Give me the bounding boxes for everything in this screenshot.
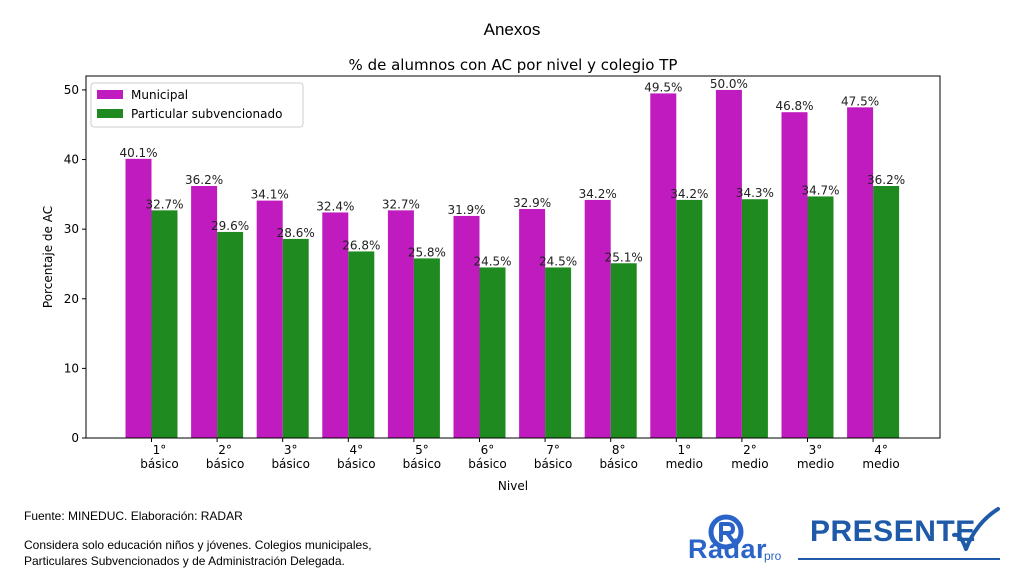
legend-swatch-1 (97, 109, 123, 118)
bar-municipal-9 (715, 89, 742, 438)
chart-title: % de alumnos con AC por nivel y colegio … (349, 56, 678, 74)
bar-particular-8 (676, 199, 703, 438)
data-label-particular-3: 26.8% (342, 238, 380, 252)
bar-particular-5 (479, 267, 506, 438)
x-tick-label-2-line1: 3° (284, 443, 298, 457)
bar-particular-7 (610, 263, 637, 438)
x-axis-label: Nivel (498, 479, 528, 493)
x-tick-label-11-line1: 4° (874, 443, 888, 457)
data-label-municipal-11: 47.5% (841, 94, 879, 108)
bar-particular-2 (282, 238, 309, 438)
bar-municipal-3 (322, 212, 349, 438)
data-label-particular-10: 34.7% (801, 183, 839, 197)
footnote-line-2: Particulares Subvencionados y de Adminis… (24, 554, 345, 568)
data-label-particular-8: 34.2% (670, 187, 708, 201)
data-label-particular-5: 24.5% (473, 254, 511, 268)
x-tick-label-6-line2: básico (534, 457, 573, 471)
x-tick-label-1-line2: básico (206, 457, 245, 471)
x-tick-label-1-line1: 2° (218, 443, 232, 457)
data-label-particular-7: 25.1% (605, 250, 643, 264)
radar-logo-text: Radar (688, 534, 768, 564)
data-label-municipal-2: 34.1% (251, 188, 289, 202)
data-label-municipal-1: 36.2% (185, 173, 223, 187)
legend-swatch-0 (97, 90, 123, 99)
presente-logo-text: PRESENTE (810, 515, 976, 548)
x-tick-label-7-line1: 8° (612, 443, 626, 457)
y-axis-label: Porcentaje de AC (41, 206, 55, 308)
x-tick-label-10-line1: 3° (809, 443, 823, 457)
x-tick-label-5-line2: básico (468, 457, 507, 471)
x-tick-label-9-line1: 2° (743, 443, 757, 457)
data-label-municipal-7: 34.2% (579, 187, 617, 201)
bar-municipal-11 (847, 107, 874, 439)
bar-particular-1 (217, 231, 244, 438)
bar-municipal-4 (387, 210, 414, 438)
data-label-municipal-8: 49.5% (644, 80, 682, 94)
data-label-particular-11: 36.2% (867, 173, 905, 187)
x-tick-label-9-line2: medio (731, 457, 768, 471)
check-icon (952, 507, 1000, 551)
footnote-line-1: Considera solo educación niños y jóvenes… (24, 538, 372, 552)
data-label-particular-9: 34.3% (736, 186, 774, 200)
bar-municipal-10 (781, 112, 808, 438)
legend-label-0: Municipal (131, 88, 188, 102)
x-tick-label-0-line1: 1° (153, 443, 167, 457)
bar-municipal-7 (584, 199, 611, 438)
x-tick-label-6-line1: 7° (546, 443, 560, 457)
plot-frame (85, 75, 941, 439)
data-label-municipal-4: 32.7% (382, 197, 420, 211)
data-label-particular-4: 25.8% (408, 245, 446, 259)
bar-municipal-0 (125, 158, 152, 439)
bar-particular-3 (348, 251, 375, 438)
data-label-particular-0: 32.7% (145, 197, 183, 211)
data-label-particular-2: 28.6% (277, 226, 315, 240)
bar-particular-6 (545, 267, 572, 438)
data-label-municipal-5: 31.9% (447, 203, 485, 217)
x-tick-label-4-line2: básico (403, 457, 442, 471)
x-tick-label-11-line2: medio (862, 457, 899, 471)
x-tick-label-2-line2: básico (271, 457, 310, 471)
legend-label-1: Particular subvencionado (131, 107, 282, 121)
bar-chart: % de alumnos con AC por nivel y colegio … (41, 56, 941, 493)
y-tick-label-10: 10 (64, 361, 79, 375)
slide-title: Anexos (483, 20, 541, 39)
data-label-municipal-3: 32.4% (316, 199, 354, 213)
data-label-particular-1: 29.6% (211, 219, 249, 233)
y-tick-label-20: 20 (64, 292, 79, 306)
bar-municipal-5 (453, 215, 480, 438)
radar-logo-suffix: pro (764, 549, 782, 563)
x-tick-label-8-line1: 1° (677, 443, 691, 457)
y-tick-label-0: 0 (71, 431, 79, 445)
data-label-particular-6: 24.5% (539, 254, 577, 268)
x-tick-label-8-line2: medio (666, 457, 703, 471)
bar-particular-4 (413, 258, 440, 438)
data-label-municipal-0: 40.1% (119, 146, 157, 160)
data-label-municipal-9: 50.0% (710, 77, 748, 91)
bar-municipal-6 (519, 208, 546, 438)
bar-municipal-1 (191, 185, 218, 438)
x-tick-label-7-line2: básico (599, 457, 638, 471)
bar-municipal-2 (256, 200, 283, 438)
x-tick-label-10-line2: medio (797, 457, 834, 471)
data-label-municipal-10: 46.8% (775, 99, 813, 113)
bar-municipal-8 (650, 93, 677, 439)
legend-box (90, 82, 304, 128)
source-note: Fuente: MINEDUC. Elaboración: RADAR (24, 509, 243, 523)
x-tick-label-3-line1: 4° (349, 443, 363, 457)
bar-particular-11 (873, 185, 900, 438)
y-tick-label-50: 50 (64, 83, 79, 97)
bar-particular-10 (807, 196, 834, 438)
x-tick-label-5-line1: 6° (481, 443, 495, 457)
presente-logo-underline (798, 558, 1000, 560)
x-tick-label-4-line1: 5° (415, 443, 429, 457)
radar-r-icon (708, 514, 744, 550)
data-label-municipal-6: 32.9% (513, 196, 551, 210)
bar-particular-0 (151, 210, 178, 438)
bar-particular-9 (741, 199, 768, 438)
y-tick-label-30: 30 (64, 222, 79, 236)
x-tick-label-0-line2: básico (140, 457, 179, 471)
x-tick-label-3-line2: básico (337, 457, 376, 471)
y-tick-label-40: 40 (64, 153, 79, 167)
footnote: Considera solo educación niños y jóvenes… (24, 537, 424, 569)
